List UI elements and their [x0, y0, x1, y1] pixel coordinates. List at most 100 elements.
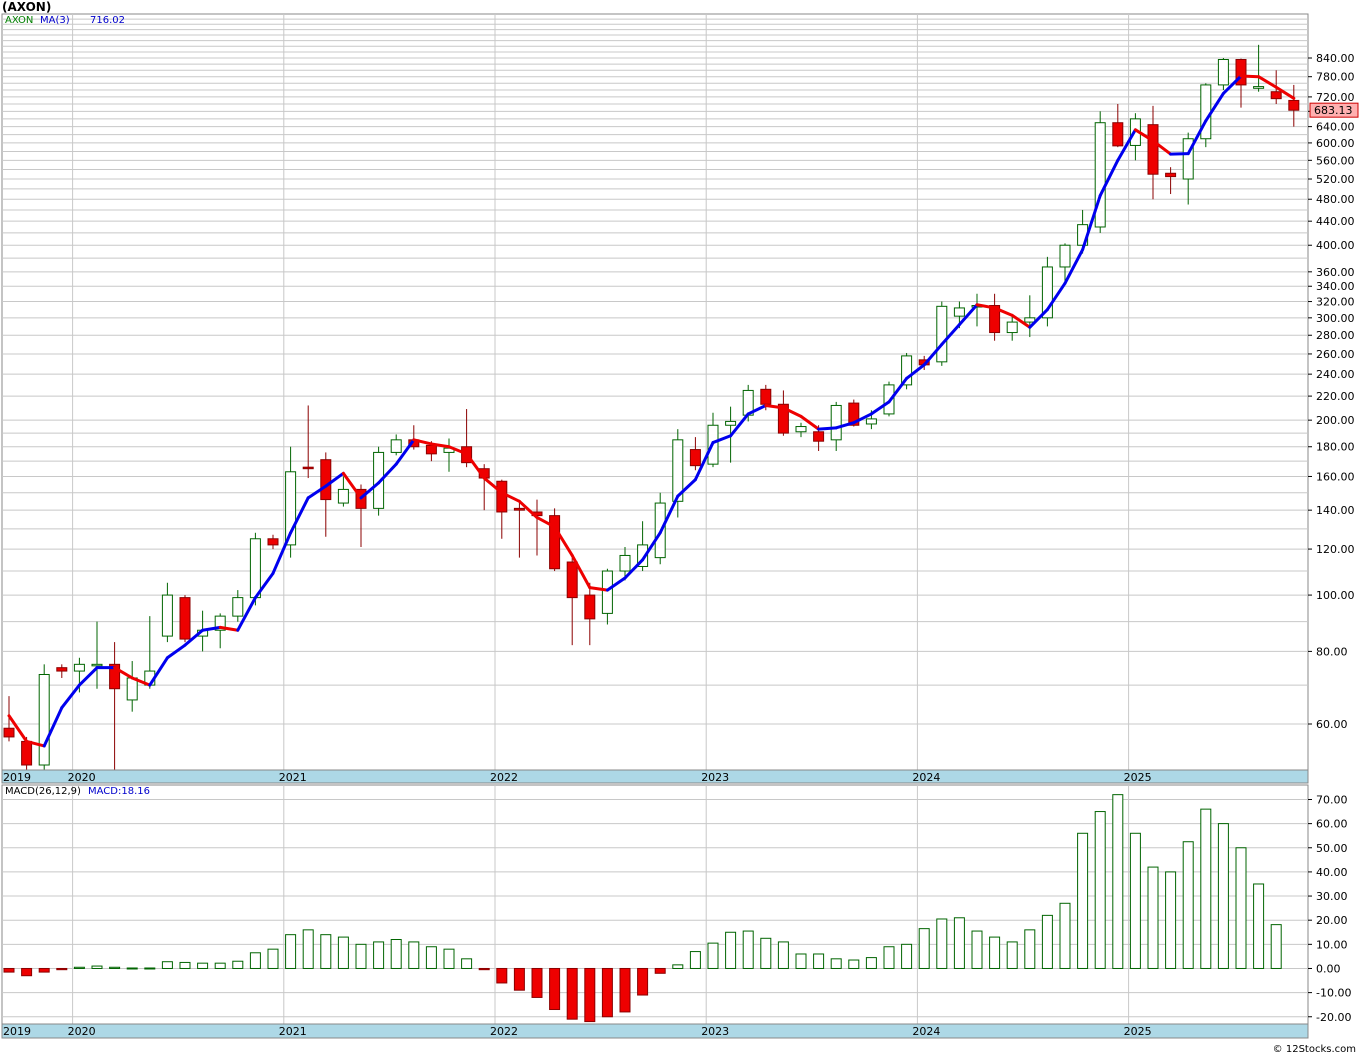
candle-body [3, 727, 15, 738]
candle-body [337, 488, 349, 504]
candle-body [373, 451, 385, 509]
ma-line-segment [77, 666, 99, 687]
last-price-label: 683.13 [1314, 104, 1353, 117]
macd-bar [601, 967, 613, 1018]
macd-bar [795, 953, 807, 969]
macd-bar [584, 967, 596, 1023]
price-y-tick-label: 720.00 [1316, 91, 1355, 104]
candle-body [1235, 59, 1247, 86]
candle-body [865, 418, 877, 425]
price-y-tick-label: 520.00 [1316, 173, 1355, 186]
candle [989, 293, 1001, 341]
price-y-tick-label: 260.00 [1316, 348, 1355, 361]
macd-y-tick-label: 70.00 [1316, 793, 1348, 806]
ma-line-segment [993, 306, 1014, 317]
ma-line-segment [817, 426, 838, 431]
candle-body [126, 677, 138, 701]
ma-line-segment [218, 625, 240, 632]
ma-line-segment [1098, 158, 1120, 198]
price-y-tick-label: 240.00 [1316, 368, 1355, 381]
macd-plot-area [1, 784, 1309, 1025]
ma-line-segment [271, 531, 293, 575]
macd-legend-label: MACD(26,12,9) [5, 786, 81, 797]
macd-bar [161, 961, 173, 969]
macd-bar [777, 941, 789, 969]
candle-body [566, 561, 578, 599]
ma-line-segment [905, 363, 926, 380]
price-y-tick-label: 440.00 [1316, 215, 1355, 228]
candle-body [390, 439, 402, 453]
candle-body [320, 459, 332, 501]
macd-bar [179, 961, 191, 969]
candle-body [901, 355, 913, 386]
macd-bar [461, 958, 473, 969]
candle [214, 613, 226, 649]
macd-bar [1006, 941, 1018, 969]
ma-line-segment [781, 406, 803, 418]
candle [91, 621, 103, 689]
macd-bar [1094, 811, 1106, 969]
ma-line-segment [1274, 85, 1296, 100]
macd-bar [267, 948, 279, 969]
candle [513, 503, 525, 558]
candle [320, 452, 332, 537]
ma-line-segment [324, 471, 345, 488]
price-y-tick-label: 160.00 [1316, 470, 1355, 483]
ma-line-segment [623, 558, 645, 580]
ma-line-segment [465, 452, 486, 480]
candle-body [232, 597, 244, 617]
candle-body [1165, 172, 1177, 178]
ma-line-segment [676, 478, 697, 498]
candle [1217, 57, 1229, 90]
candle [1253, 44, 1265, 92]
macd-bar [1147, 866, 1159, 969]
candle [1182, 132, 1194, 205]
price-y-tick-label: 600.00 [1316, 137, 1355, 150]
ma-line-segment [553, 525, 574, 557]
macd-y-tick-label: 60.00 [1316, 818, 1348, 831]
ma-line-segment [60, 683, 81, 710]
candle-body [549, 515, 561, 570]
ticker-label: (AXON) [2, 0, 52, 14]
candle-body [302, 466, 314, 470]
candle-body [73, 663, 85, 672]
ma-line-segment [570, 553, 592, 590]
ma-line-segment [1239, 74, 1261, 79]
macd-bar [1059, 902, 1071, 969]
price-y-tick-label: 200.00 [1316, 414, 1355, 427]
candle-body [637, 544, 649, 567]
macd-x-tick-label: 2022 [490, 1025, 518, 1038]
candle [38, 664, 50, 770]
candle-body [689, 449, 701, 467]
macd-bar [1182, 841, 1194, 969]
candle-body [1006, 321, 1018, 334]
price-y-tick-label: 840.00 [1316, 52, 1355, 65]
macd-x-tick-label: 2023 [701, 1025, 729, 1038]
candle [1112, 104, 1124, 148]
candle [1094, 111, 1106, 233]
candle-body [496, 480, 508, 513]
ma-line-segment [289, 496, 310, 535]
ma-line-segment [1010, 313, 1032, 329]
macd-bar [373, 941, 385, 969]
ma-line-segment [517, 499, 539, 519]
candle-body [601, 570, 613, 614]
ma-line-segment [1186, 119, 1208, 156]
candle-body [725, 420, 737, 426]
macd-bar [901, 943, 913, 969]
macd-bar [883, 946, 895, 969]
macd-bar [1165, 871, 1177, 969]
candle [637, 521, 649, 572]
ma-line-segment [148, 656, 169, 687]
price-y-tick-label: 80.00 [1316, 645, 1348, 658]
price-y-tick-label: 340.00 [1316, 280, 1355, 293]
macd-bar [232, 960, 244, 969]
macd-bar [1129, 832, 1141, 969]
candle-body [1059, 244, 1071, 268]
candle-body [936, 305, 948, 363]
candle-body [1253, 86, 1265, 89]
macd-bar [707, 942, 719, 969]
candle-body [109, 663, 121, 690]
candle [109, 642, 121, 770]
